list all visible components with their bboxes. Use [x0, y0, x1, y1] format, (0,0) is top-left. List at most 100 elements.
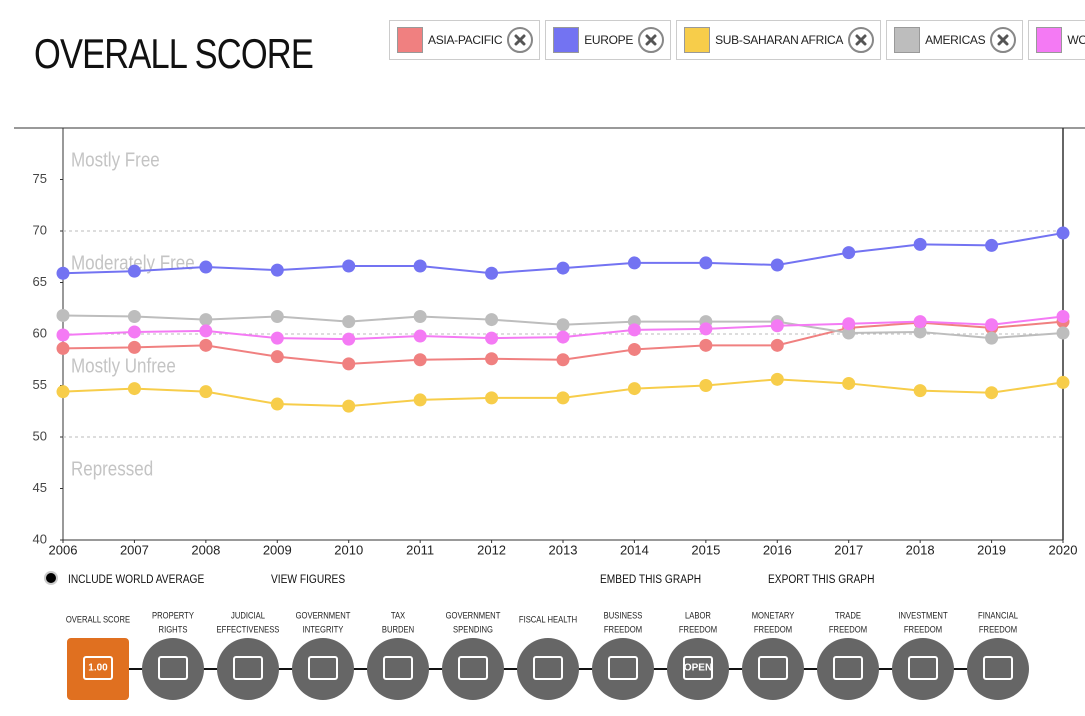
- data-point: [627, 342, 641, 356]
- indicator-label: BUSINESS: [604, 610, 643, 621]
- legend-swatch: [397, 27, 423, 53]
- x-tick-label: 2011: [406, 542, 434, 557]
- indicator[interactable]: FISCAL HEALTH: [517, 614, 579, 700]
- data-point: [342, 399, 356, 413]
- control-link[interactable]: INCLUDE WORLD AVERAGE: [68, 573, 204, 586]
- indicator[interactable]: 1.00 OVERALL SCORE: [66, 614, 131, 700]
- indicator-label: MONETARY: [752, 610, 795, 621]
- indicator-label: TAX: [391, 610, 406, 621]
- x-tick-label: 2008: [191, 542, 220, 557]
- radio-button[interactable]: [44, 571, 58, 585]
- zone-label: Mostly Unfree: [71, 354, 176, 377]
- remove-button[interactable]: [638, 27, 665, 53]
- indicator-label: GOVERNMENT: [446, 610, 501, 621]
- indicator-label: FREEDOM: [679, 624, 717, 635]
- icon-glyph: [158, 656, 188, 680]
- indicator-label: LABOR: [685, 610, 711, 621]
- x-tick-label: 2013: [549, 542, 578, 557]
- remove-icon: [997, 34, 1009, 46]
- data-point: [699, 322, 713, 336]
- icon-glyph: [308, 656, 338, 680]
- indicator[interactable]: OPEN LABOR FREEDOM: [667, 610, 729, 700]
- icon-glyph: [83, 656, 113, 680]
- indicator[interactable]: GOVERNMENT SPENDING: [442, 610, 504, 700]
- x-tick-label: 2015: [691, 542, 720, 557]
- data-point: [127, 309, 141, 323]
- y-tick-label: 55: [33, 377, 47, 392]
- indicator-icon: [817, 638, 879, 700]
- indicator-label: INTEGRITY: [303, 624, 344, 635]
- indicator-icon: [667, 638, 729, 700]
- data-point: [413, 259, 427, 273]
- remove-button[interactable]: [990, 27, 1017, 53]
- icon-glyph: [983, 656, 1013, 680]
- indicator-label: JUDICIAL: [231, 610, 265, 621]
- x-tick-label: 2017: [834, 542, 863, 557]
- data-point: [913, 315, 927, 329]
- data-point: [270, 331, 284, 345]
- data-point: [485, 266, 499, 280]
- x-tick-label: 2014: [620, 542, 649, 557]
- data-point: [842, 376, 856, 390]
- indicator[interactable]: INVESTMENT FREEDOM: [892, 610, 954, 700]
- data-point: [342, 315, 356, 329]
- data-point: [270, 263, 284, 277]
- icon-glyph: [833, 656, 863, 680]
- indicator-label: TRADE: [835, 610, 861, 621]
- indicator[interactable]: TAX BURDEN: [367, 610, 429, 700]
- indicator-label: BURDEN: [382, 624, 414, 635]
- icon-glyph: [608, 656, 638, 680]
- data-point: [913, 237, 927, 251]
- data-point: [913, 384, 927, 398]
- legend-item: ASIA-PACIFIC: [389, 20, 541, 60]
- legend-label: ASIA-PACIFIC: [428, 33, 503, 47]
- indicator[interactable]: GOVERNMENT INTEGRITY: [292, 610, 354, 700]
- series: [56, 309, 1070, 346]
- data-point: [842, 317, 856, 331]
- zone-label: Moderately Free: [71, 251, 195, 274]
- x-tick-label: 2020: [1049, 542, 1078, 557]
- icon-text: 1.00: [88, 663, 108, 674]
- data-point: [985, 238, 999, 252]
- data-point: [770, 338, 784, 352]
- data-point: [485, 391, 499, 405]
- data-point: [485, 331, 499, 345]
- icon-glyph: [683, 656, 713, 680]
- data-point: [127, 382, 141, 396]
- indicator-icon: [442, 638, 504, 700]
- control-link[interactable]: EMBED THIS GRAPH: [600, 573, 701, 586]
- icon-glyph: [533, 656, 563, 680]
- indicator[interactable]: JUDICIAL EFFECTIVENESS: [217, 610, 280, 700]
- indicator-label: EFFECTIVENESS: [217, 624, 280, 635]
- icon-glyph: [908, 656, 938, 680]
- indicator-icon: [292, 638, 354, 700]
- indicator[interactable]: PROPERTY RIGHTS: [142, 610, 204, 700]
- indicator[interactable]: TRADE FREEDOM: [817, 610, 879, 700]
- legend-swatch: [1036, 27, 1063, 53]
- indicator-icon: [742, 638, 804, 700]
- remove-button[interactable]: [507, 27, 534, 53]
- remove-button[interactable]: [848, 27, 875, 53]
- indicator-label: RIGHTS: [159, 624, 188, 635]
- indicator-icon: [967, 638, 1029, 700]
- indicator-label: FREEDOM: [979, 624, 1017, 635]
- control-link[interactable]: VIEW FIGURES: [271, 573, 345, 586]
- indicator[interactable]: MONETARY FREEDOM: [742, 610, 804, 700]
- remove-icon: [855, 34, 867, 46]
- indicator-icon: [517, 638, 579, 700]
- series: [56, 372, 1070, 413]
- data-point: [342, 259, 356, 273]
- data-point: [56, 341, 70, 355]
- indicator-label: GOVERNMENT: [296, 610, 351, 621]
- indicator[interactable]: BUSINESS FREEDOM: [592, 610, 654, 700]
- data-point: [985, 331, 999, 345]
- icon-glyph: [458, 656, 488, 680]
- indicator-label: FINANCIAL: [978, 610, 1018, 621]
- data-point: [556, 391, 570, 405]
- indicator-label: FISCAL HEALTH: [519, 614, 577, 625]
- control-link[interactable]: EXPORT THIS GRAPH: [768, 573, 874, 586]
- indicator[interactable]: FINANCIAL FREEDOM: [967, 610, 1029, 700]
- data-point: [1056, 226, 1070, 240]
- x-tick-label: 2012: [477, 542, 506, 557]
